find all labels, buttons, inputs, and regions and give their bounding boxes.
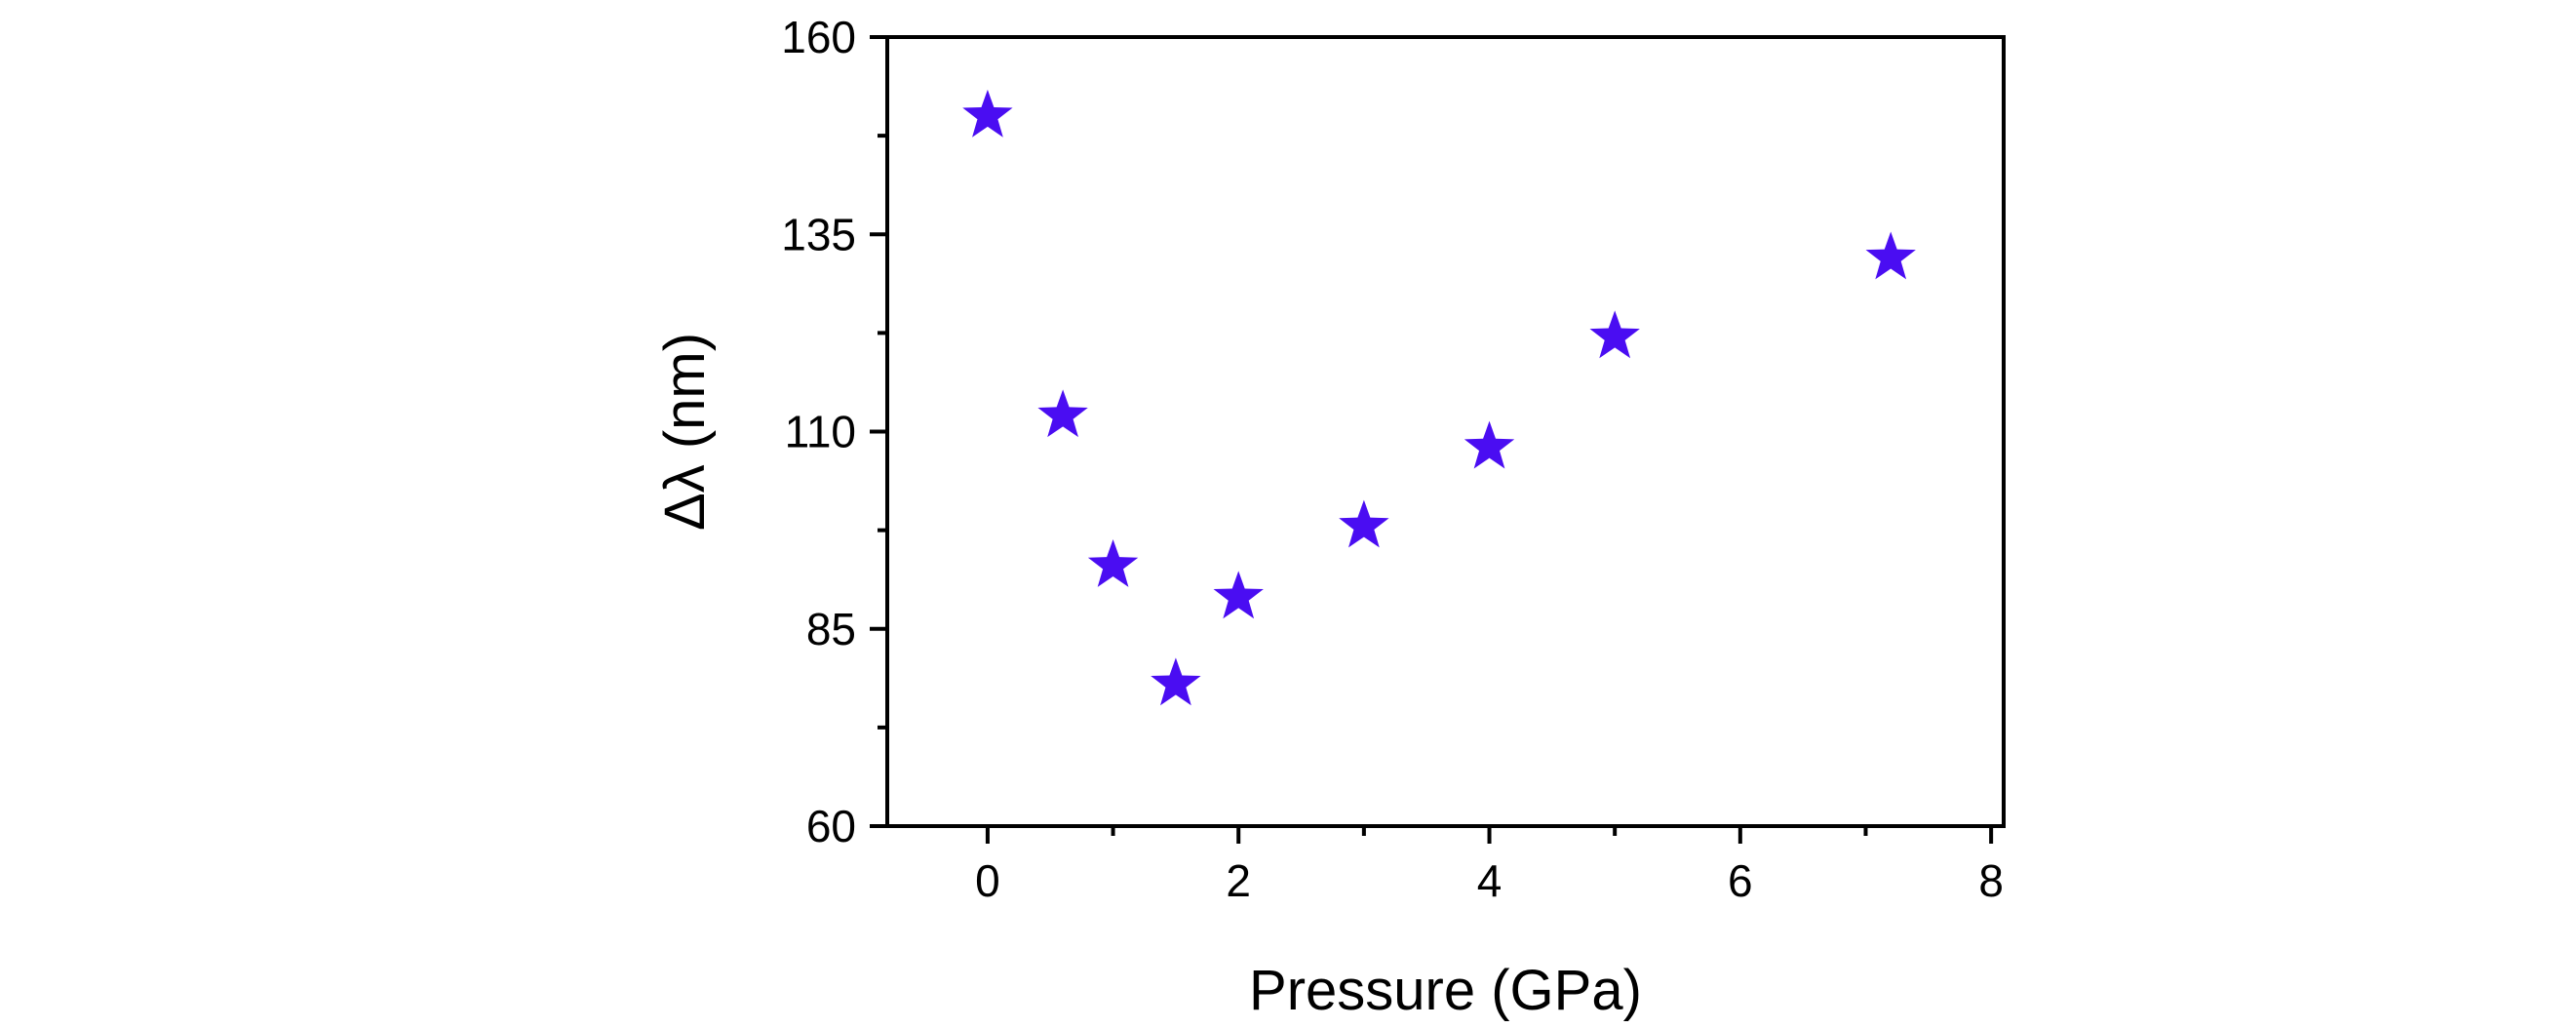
- x-tick-label: 8: [1978, 855, 2004, 906]
- y-tick-label: 160: [781, 12, 856, 62]
- x-tick-label: 4: [1477, 855, 1503, 906]
- y-axis-label: Δλ (nm): [653, 333, 717, 531]
- y-tick-label: 110: [785, 407, 856, 457]
- data-point-star: [1865, 231, 1916, 280]
- y-axis: 60 85 110 135 160: [781, 12, 887, 851]
- x-tick-label: 6: [1728, 855, 1753, 906]
- data-point-star: [1213, 571, 1264, 619]
- x-axis: 0 2 4 6 8: [975, 826, 2004, 906]
- x-tick-label: 0: [975, 855, 1000, 906]
- x-tick-label: 2: [1226, 855, 1251, 906]
- data-point-star: [1464, 420, 1515, 469]
- x-axis-label: Pressure (GPa): [1249, 959, 1642, 1022]
- data-point-star: [1151, 657, 1201, 706]
- data-point-star: [1037, 389, 1088, 438]
- data-point-star: [1339, 499, 1389, 548]
- data-points: [962, 89, 1916, 706]
- y-tick-label: 60: [806, 801, 856, 851]
- y-tick-label: 85: [806, 604, 856, 654]
- data-point-star: [1087, 539, 1139, 587]
- data-point-star: [962, 89, 1013, 138]
- data-point-star: [1589, 310, 1640, 359]
- y-tick-label: 135: [781, 209, 856, 259]
